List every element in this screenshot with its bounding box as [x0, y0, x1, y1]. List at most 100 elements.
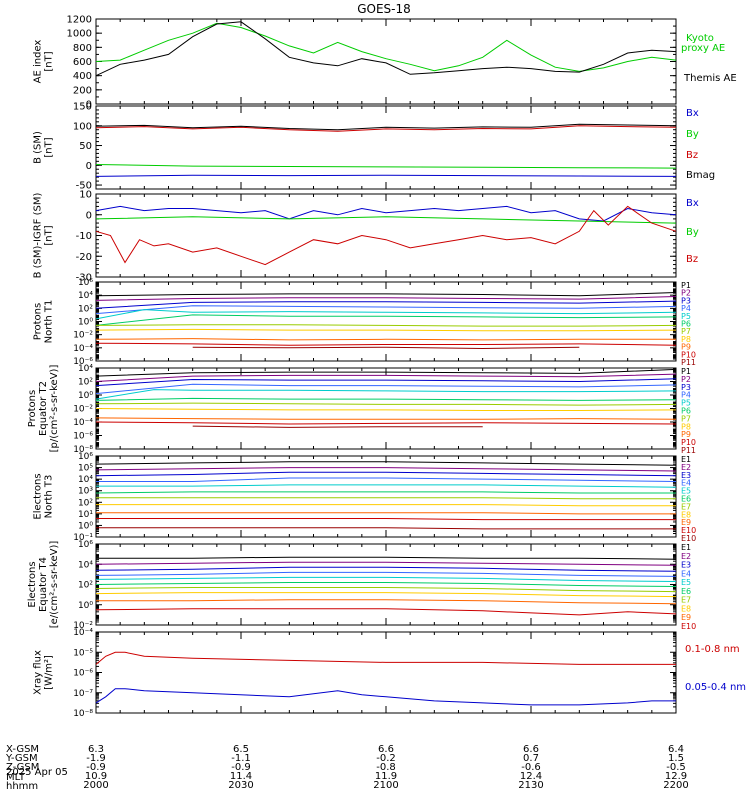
panel-1 — [95, 18, 677, 105]
legend-xray-short: 0.05-0.4 nm — [685, 682, 746, 693]
x-tick-value: -1.9 — [86, 753, 106, 764]
legend-p1: P1 — [681, 281, 691, 290]
x-tick-value: -0.9 — [86, 762, 106, 773]
panel-4 — [95, 281, 677, 362]
x-tick-value: 6.3 — [88, 744, 104, 755]
series-line-e10 — [96, 518, 676, 521]
x-tick-value: -0.6 — [521, 762, 541, 773]
legend-p7: P7 — [681, 327, 691, 336]
x-row-label: hhmm — [6, 781, 38, 792]
legend-p2: P2 — [681, 289, 691, 298]
x-tick-value: -0.2 — [376, 753, 396, 764]
y-axis-label: Xray flux — [33, 650, 44, 695]
x-tick-value: -1.1 — [231, 753, 251, 764]
x-tick-value: 11.4 — [230, 771, 252, 782]
series-line-bmag — [95, 123, 677, 131]
y-tick-label: 10⁰ — [78, 391, 93, 401]
panel-frame — [95, 631, 677, 714]
y-axis-label: Protons — [33, 303, 44, 340]
y-axis-label: Electrons — [27, 561, 38, 607]
series-line-e8 — [96, 504, 676, 507]
y-axis-label: B (SM)-IGRF (SM) — [33, 193, 44, 279]
series-line-p5 — [95, 389, 677, 400]
series-line-by — [95, 216, 677, 224]
chart-title: GOES-18 — [357, 2, 411, 16]
series-line-p8 — [95, 328, 677, 332]
legend-e10: E10 — [681, 526, 696, 535]
legend-p6: P6 — [681, 320, 691, 329]
x-row-label: Z-GSM — [6, 762, 39, 773]
x-tick-value: 6.4 — [668, 744, 684, 755]
series-line-p2 — [95, 373, 677, 382]
legend-p1: P1 — [681, 367, 691, 376]
legend-p5: P5 — [681, 312, 691, 321]
legend-bx: Bx — [686, 198, 699, 209]
y-tick-label: 10⁻⁵ — [73, 648, 93, 658]
series-line-e10 — [95, 608, 677, 616]
legend-by: By — [686, 227, 699, 238]
y-tick-label: 10⁻⁷ — [73, 689, 93, 699]
panel-2 — [95, 105, 677, 190]
series-line-e7 — [96, 497, 676, 500]
y-tick-label: 10² — [78, 498, 93, 508]
panel-frame — [95, 193, 677, 278]
y-tick-label: -50 — [76, 181, 92, 192]
x-tick-value: 10.9 — [85, 771, 107, 782]
legend-e5: E5 — [681, 578, 691, 587]
series-line-e5 — [95, 576, 677, 582]
legend-e10b: E10 — [681, 534, 696, 543]
y-tick-label: -10 — [76, 231, 92, 242]
y-tick-label: 0 — [86, 161, 92, 172]
series-line-e7 — [95, 587, 677, 593]
y-axis-label: North T1 — [44, 300, 55, 344]
legend-p3: P3 — [681, 383, 691, 392]
series-line-p1 — [95, 292, 677, 297]
y-tick-label: 10 — [79, 190, 92, 201]
x-tick-value: 6.6 — [523, 744, 539, 755]
y-tick-label: 10² — [78, 378, 93, 388]
y-tick-label: 10⁰ — [78, 601, 93, 611]
y-axis-label: [nT] — [44, 137, 55, 157]
y-tick-label: 1200 — [67, 15, 92, 26]
y-tick-label: 10⁻⁴ — [73, 628, 93, 638]
series-line-p4 — [95, 305, 677, 315]
legend-p9: P9 — [681, 430, 691, 439]
x-tick-value: 2030 — [228, 780, 253, 791]
legend-e3: E3 — [681, 561, 691, 570]
y-tick-label: 10⁴ — [78, 475, 93, 485]
y-tick-label: 200 — [73, 85, 92, 96]
legend-e7: E7 — [681, 596, 691, 605]
series-line-0-05-0-4-nm — [95, 688, 676, 706]
legend-bx: Bx — [686, 108, 699, 119]
y-tick-label: 10⁶ — [78, 452, 93, 462]
y-axis-label: [nT] — [44, 51, 55, 71]
legend-p11: P11 — [681, 446, 696, 455]
y-tick-label: 10⁶ — [78, 540, 93, 550]
x-tick-value: -0.8 — [376, 762, 396, 773]
y-tick-label: 0 — [86, 210, 92, 221]
legend-p8: P8 — [681, 422, 691, 431]
legend-by: By — [686, 129, 699, 140]
panel-5 — [95, 367, 677, 450]
x-tick-value: 6.5 — [233, 744, 249, 755]
legend-p11: P11 — [681, 358, 696, 367]
y-tick-label: 600 — [73, 57, 92, 68]
x-tick-value: 12.9 — [665, 771, 687, 782]
series-line-e3 — [95, 566, 677, 572]
legend-e4: E4 — [681, 569, 691, 578]
y-axis-label: North T3 — [44, 475, 55, 519]
x-tick-value: 2000 — [83, 780, 108, 791]
series-line-e9 — [96, 599, 677, 605]
legend-p4: P4 — [681, 304, 691, 313]
x-tick-value: 12.4 — [520, 771, 542, 782]
y-axis-label: [W/m²] — [44, 655, 55, 690]
y-tick-label: 150 — [73, 102, 92, 113]
series-line-e4 — [95, 571, 677, 577]
panel-frame — [95, 455, 677, 538]
series-line-p10 — [95, 421, 677, 425]
series-line-p8 — [95, 408, 677, 411]
legend-bmag: Bmag — [686, 170, 715, 181]
legend-e1: E1 — [681, 455, 691, 464]
y-tick-label: 10⁻² — [73, 405, 93, 415]
y-tick-label: 10⁵ — [78, 464, 93, 474]
